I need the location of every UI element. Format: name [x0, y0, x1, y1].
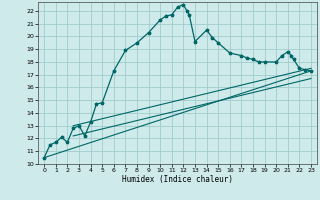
X-axis label: Humidex (Indice chaleur): Humidex (Indice chaleur) [122, 175, 233, 184]
